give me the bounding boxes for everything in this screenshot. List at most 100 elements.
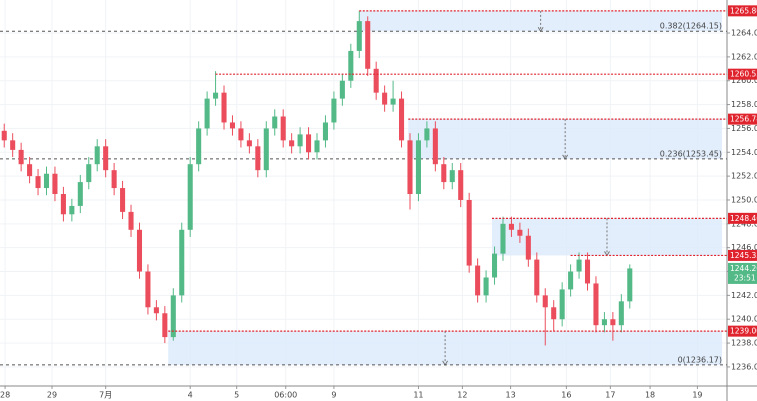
candle-body	[525, 235, 531, 260]
candle-body	[18, 149, 24, 165]
y-tick-label: 1262.00	[731, 52, 757, 61]
y-tick-label: 1260.00	[731, 76, 757, 85]
candle-body	[238, 128, 244, 141]
candle-body	[179, 229, 185, 296]
candle-body	[77, 182, 83, 206]
candle-body	[246, 140, 252, 147]
y-tick-label: 1238.00	[731, 339, 757, 348]
x-tick-label: 11	[413, 391, 423, 400]
fib-label: 0.236(1253.45)	[660, 149, 722, 158]
candle-body	[458, 170, 464, 200]
candle-body	[229, 122, 236, 129]
candle-body	[1, 130, 7, 141]
candle-body	[263, 128, 269, 171]
candle-body	[60, 194, 66, 215]
candle-body	[153, 307, 159, 314]
candle-body	[280, 116, 286, 141]
fib-label: 0.382(1264.15)	[660, 22, 722, 31]
candle-body	[52, 173, 58, 195]
x-tick-label: 7月	[99, 391, 112, 400]
countdown: 23:51	[734, 273, 756, 282]
fib-zone	[359, 10, 722, 32]
price-tag-label: 1245.35	[730, 251, 757, 260]
candle-body	[120, 188, 126, 212]
candle-body	[576, 259, 582, 272]
candle-body	[111, 170, 117, 189]
candle-body	[322, 122, 328, 141]
x-tick-label: 12	[457, 391, 467, 400]
y-tick-label: 1254.00	[731, 148, 757, 157]
candle-body	[306, 134, 312, 153]
x-tick-label: 28	[0, 391, 10, 400]
candle-body	[103, 146, 109, 171]
price-tag	[728, 68, 757, 80]
y-tick-label: 1264.00	[731, 29, 757, 38]
candle-body	[314, 140, 320, 153]
candle-body	[213, 92, 219, 99]
candle-body	[584, 259, 591, 284]
candle-body	[475, 265, 481, 296]
candle-body	[593, 283, 599, 326]
y-tick-label: 1250.00	[731, 195, 757, 204]
y-tick-label: 1252.00	[731, 172, 757, 181]
candle-body	[483, 277, 489, 296]
candle-body	[35, 176, 41, 189]
candle-body	[365, 21, 371, 69]
price-tag-label: 1239.00	[730, 327, 757, 336]
candle-body	[500, 223, 506, 254]
last-price-label: 1244.26	[730, 264, 757, 273]
candle-body	[196, 128, 202, 165]
candle-body	[145, 271, 151, 308]
candle-body	[170, 295, 176, 338]
candle-body	[382, 92, 388, 105]
candle-body	[424, 128, 430, 141]
x-tick-label: 06:00	[274, 391, 297, 400]
candle-body	[204, 98, 210, 129]
x-tick-label: 16	[561, 391, 571, 400]
candle-body	[69, 205, 75, 215]
candle-body	[508, 223, 514, 230]
x-tick-label: 18	[645, 391, 655, 400]
price-tag	[728, 249, 757, 261]
candle-body	[348, 50, 354, 81]
candle-body	[272, 116, 278, 129]
candle-body	[10, 140, 16, 150]
candle-body	[449, 170, 455, 183]
candle-body	[627, 268, 633, 302]
candle-body	[618, 301, 624, 326]
price-tag-label: 1248.46	[730, 214, 757, 223]
candle-body	[331, 98, 337, 123]
fib-label: 0(1236.17)	[678, 355, 722, 364]
candle-body	[610, 319, 616, 326]
candle-body	[415, 140, 421, 195]
x-tick-label: 4	[188, 391, 193, 400]
candle-body	[94, 146, 100, 165]
candle-body	[399, 98, 405, 141]
y-tick-label: 1240.00	[731, 315, 757, 324]
candle-body	[390, 98, 396, 105]
candle-body	[373, 68, 379, 93]
x-tick-label: 5	[234, 391, 239, 400]
y-tick-label: 1256.00	[731, 124, 757, 133]
price-tag-label: 1265.86	[730, 6, 757, 15]
y-tick-label: 1246.00	[731, 243, 757, 252]
candle-body	[339, 80, 345, 99]
price-tag	[728, 113, 757, 125]
x-tick-label: 13	[505, 391, 515, 400]
price-tag	[728, 212, 757, 224]
candle-body	[27, 164, 33, 177]
candle-body	[407, 140, 413, 195]
candle-body	[517, 229, 523, 236]
y-tick-label: 1258.00	[731, 100, 757, 109]
candle-body	[441, 164, 447, 183]
candle-body	[86, 164, 92, 183]
candle-body	[551, 307, 557, 320]
y-tick-label: 1236.00	[731, 362, 757, 371]
candle-body	[356, 21, 362, 51]
candle-body	[568, 271, 574, 290]
candle-body	[491, 253, 498, 278]
x-tick-label: 9	[331, 391, 336, 400]
x-tick-label: 17	[605, 391, 615, 400]
last-price-tag	[728, 262, 757, 284]
